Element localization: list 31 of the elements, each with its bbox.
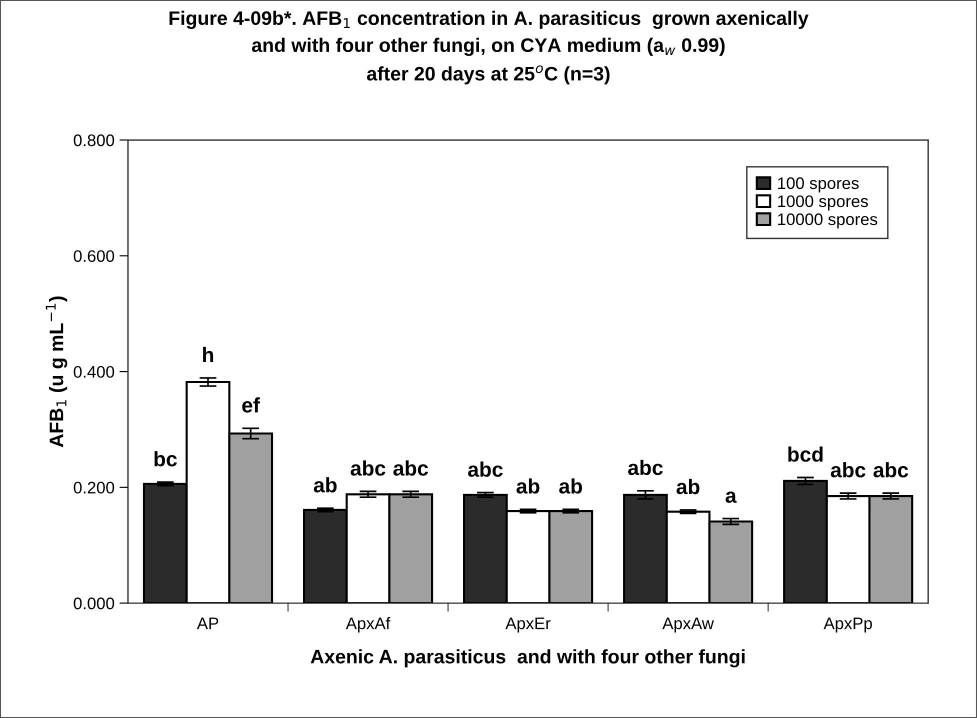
annotation: h <box>203 346 214 362</box>
x-tick-label: ApxAf <box>346 617 390 633</box>
y-tick-label: 0.800 <box>74 134 114 146</box>
x-axis-title: Axenic A. parasiticus and with four other fungi <box>310 649 745 668</box>
annotation: abc <box>468 462 503 477</box>
x-tick-label: ApxEr <box>505 618 550 633</box>
annotation: ab <box>559 478 582 494</box>
x-tick-label: AP <box>196 618 218 630</box>
annotation: ef <box>242 397 260 413</box>
y-tick-label: 0.200 <box>74 482 114 494</box>
y-tick-label: 0.400 <box>74 366 114 378</box>
annotation: abc <box>393 460 428 476</box>
annotation: a <box>726 491 737 503</box>
annotation: abc <box>628 460 663 476</box>
annotation: abc <box>830 462 866 478</box>
y-tick-label: 0.000 <box>74 598 114 610</box>
annotation: ab <box>676 478 700 494</box>
y-tick-label: 0.600 <box>74 250 114 262</box>
legend-label: 10000 spores <box>778 213 878 228</box>
x-tick-label: ApxAw <box>662 618 714 633</box>
annotation: bcd <box>788 446 823 462</box>
legend-label: 100 spores <box>778 177 859 192</box>
legend-label: 1000 spores <box>778 195 868 210</box>
annotation: ab <box>516 478 540 494</box>
chart-title: Figure 4-09b*. AFB$_{1}$ concentration in A. parasiticus grown axenically and with four other fungi, on CYA medium (a$_{w}$ 0.99) after 20 days at 25$^{o}$C (n=3) <box>170 10 809 84</box>
annotation: bc <box>154 451 177 466</box>
y-axis-title: AFB$_{1}$ (u g mL$^{−1}$) <box>46 296 68 448</box>
annotation: abc <box>350 460 386 476</box>
annotation: ab <box>314 477 337 492</box>
annotation: abc <box>873 462 908 478</box>
x-tick-label: ApxPp <box>824 618 872 633</box>
